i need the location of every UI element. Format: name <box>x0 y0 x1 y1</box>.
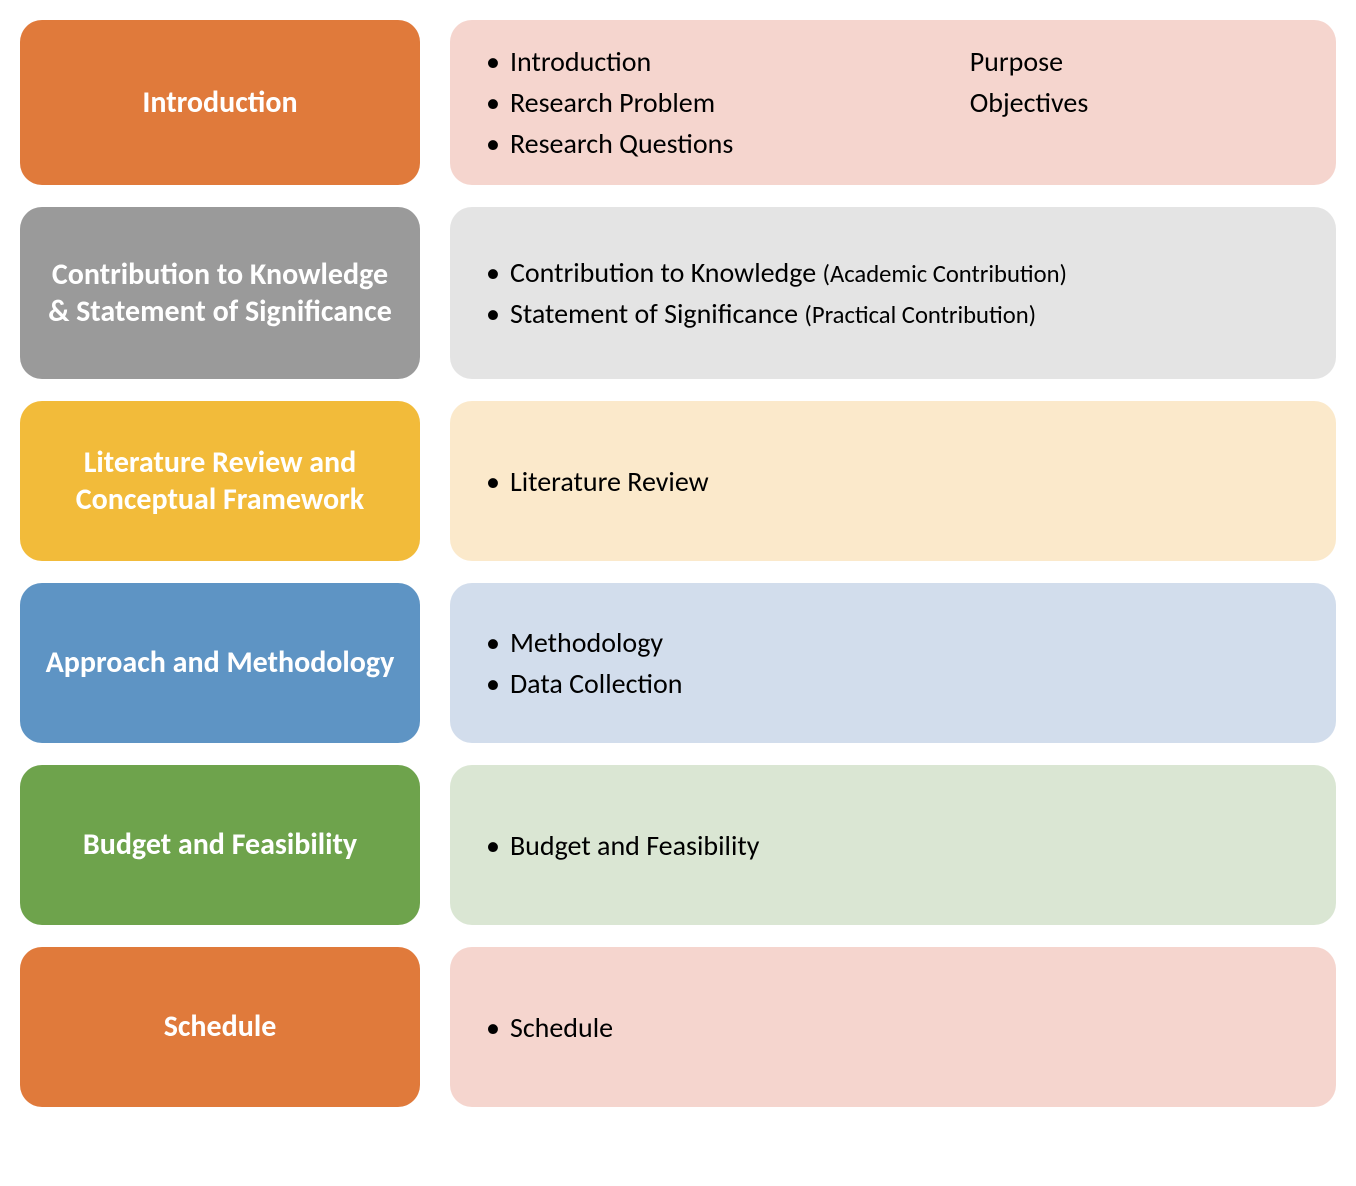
bullet-item: • Data Collection <box>486 666 683 701</box>
title-box-methodology: Approach and Methodology <box>20 583 420 743</box>
row-literature: Literature Review and Conceptual Framewo… <box>20 401 1336 561</box>
row-schedule: Schedule • Schedule <box>20 947 1336 1107</box>
bullet-list: • Methodology • Data Collection <box>486 625 683 701</box>
bullet-text: Data Collection <box>510 666 683 701</box>
row-contribution: Contribution to Knowledge & Statement of… <box>20 207 1336 379</box>
row-budget: Budget and Feasibility • Budget and Feas… <box>20 765 1336 925</box>
bullet-sub: (Academic Contribution) <box>822 259 1067 289</box>
bullet-list: • Schedule <box>486 1010 613 1045</box>
bullet-icon: • <box>486 832 500 860</box>
bullet-item: • Research Questions <box>486 126 890 161</box>
plain-text: Purpose <box>970 44 1300 79</box>
row-introduction: Introduction • Introduction • Research P… <box>20 20 1336 185</box>
title-box-budget: Budget and Feasibility <box>20 765 420 925</box>
bullet-text: Literature Review <box>510 464 709 499</box>
title-text: Approach and Methodology <box>46 644 395 682</box>
two-column-layout: • Introduction • Research Problem • Rese… <box>486 44 1300 161</box>
bullet-text: Schedule <box>510 1010 613 1045</box>
bullet-text: Methodology <box>510 625 663 660</box>
bullet-icon: • <box>486 670 500 698</box>
bullet-icon: • <box>486 1014 500 1042</box>
bullet-list: • Contribution to Knowledge (Academic Co… <box>486 255 1067 331</box>
bullet-text: Research Questions <box>510 126 733 161</box>
title-text: Introduction <box>142 84 297 122</box>
bullet-list: • Literature Review <box>486 464 709 499</box>
plain-text: Objectives <box>970 85 1300 120</box>
bullet-text: Statement of Significance (Practical Con… <box>510 296 1036 331</box>
bullet-item: • Contribution to Knowledge (Academic Co… <box>486 255 1067 290</box>
bullet-item: • Introduction <box>486 44 890 79</box>
detail-box-budget: • Budget and Feasibility <box>450 765 1336 925</box>
bullet-item: • Statement of Significance (Practical C… <box>486 296 1067 331</box>
detail-box-introduction: • Introduction • Research Problem • Rese… <box>450 20 1336 185</box>
bullet-icon: • <box>486 130 500 158</box>
bullet-item: • Budget and Feasibility <box>486 828 759 863</box>
bullet-icon: • <box>486 629 500 657</box>
plain-column-right: Purpose Objectives <box>930 44 1300 161</box>
bullet-icon: • <box>486 259 500 287</box>
row-methodology: Approach and Methodology • Methodology •… <box>20 583 1336 743</box>
bullet-icon: • <box>486 48 500 76</box>
title-text: Budget and Feasibility <box>83 826 357 864</box>
bullet-item: • Research Problem <box>486 85 890 120</box>
title-box-introduction: Introduction <box>20 20 420 185</box>
title-box-literature: Literature Review and Conceptual Framewo… <box>20 401 420 561</box>
title-text: Schedule <box>164 1008 277 1046</box>
bullet-text: Contribution to Knowledge (Academic Cont… <box>510 255 1067 290</box>
bullet-column-left: • Introduction • Research Problem • Rese… <box>486 44 890 161</box>
title-text: Literature Review and Conceptual Framewo… <box>44 444 396 519</box>
bullet-icon: • <box>486 89 500 117</box>
detail-box-literature: • Literature Review <box>450 401 1336 561</box>
bullet-text: Introduction <box>510 44 651 79</box>
title-text: Contribution to Knowledge & Statement of… <box>44 256 396 331</box>
bullet-icon: • <box>486 300 500 328</box>
bullet-text: Budget and Feasibility <box>510 828 759 863</box>
bullet-sub: (Practical Contribution) <box>804 300 1036 330</box>
bullet-item: • Methodology <box>486 625 683 660</box>
bullet-item: • Schedule <box>486 1010 613 1045</box>
detail-box-schedule: • Schedule <box>450 947 1336 1107</box>
detail-box-contribution: • Contribution to Knowledge (Academic Co… <box>450 207 1336 379</box>
proposal-structure-diagram: Introduction • Introduction • Research P… <box>20 20 1336 1107</box>
detail-box-methodology: • Methodology • Data Collection <box>450 583 1336 743</box>
bullet-icon: • <box>486 468 500 496</box>
bullet-item: • Literature Review <box>486 464 709 499</box>
title-box-schedule: Schedule <box>20 947 420 1107</box>
bullet-main: Statement of Significance <box>510 296 798 331</box>
title-box-contribution: Contribution to Knowledge & Statement of… <box>20 207 420 379</box>
bullet-text: Research Problem <box>510 85 715 120</box>
bullet-main: Contribution to Knowledge <box>510 255 816 290</box>
bullet-list: • Budget and Feasibility <box>486 828 759 863</box>
